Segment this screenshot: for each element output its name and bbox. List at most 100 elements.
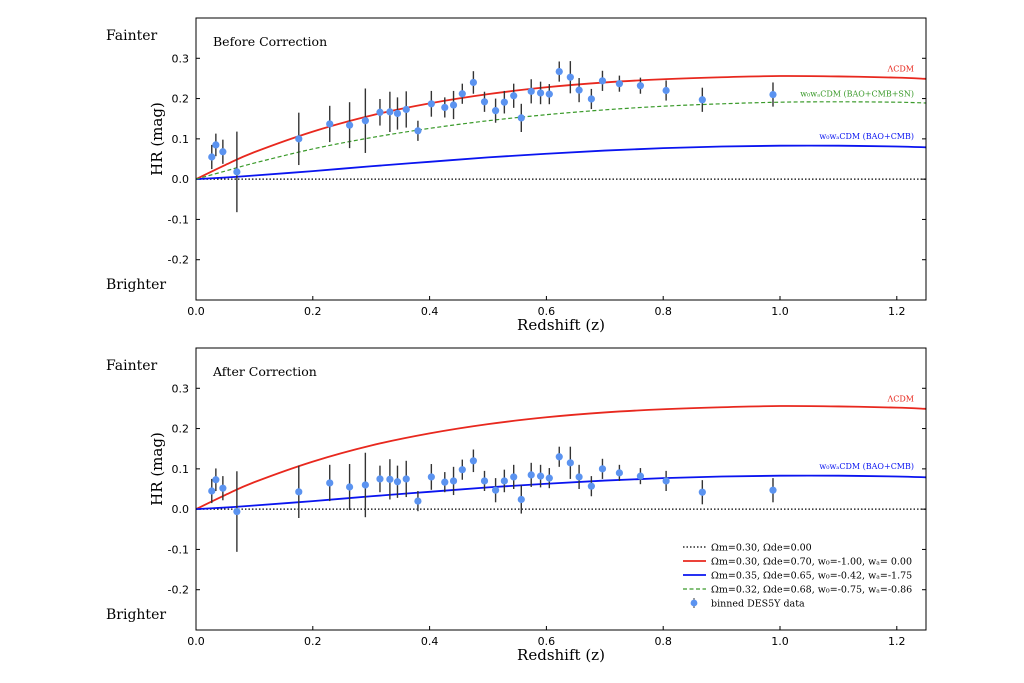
data-point (545, 90, 553, 98)
legend-label: Ωm=0.30, Ωde=0.70, w₀=-1.00, wₐ= 0.00 (711, 557, 912, 568)
data-point (480, 98, 489, 106)
data-point (698, 488, 706, 496)
data-point (326, 120, 334, 128)
y-tick-label: -0.1 (168, 213, 189, 226)
data-point (769, 486, 777, 494)
y-axis-label: HR (mag) (148, 102, 166, 176)
data-point (517, 114, 525, 122)
curve-lcdm (196, 405, 926, 510)
data-point (295, 488, 303, 496)
data-point (587, 482, 595, 490)
data-point (698, 96, 706, 104)
y-tick-label: 0.3 (172, 52, 190, 65)
curve-label-green: w₀wₐCDM (BAO+CMB+SN) (800, 90, 914, 99)
legend-marker-data (690, 599, 698, 607)
data-point (566, 73, 574, 81)
data-point (326, 479, 334, 487)
data-point (208, 487, 216, 495)
y-tick-label: 0.1 (172, 463, 190, 476)
data-point (345, 121, 354, 129)
data-point (500, 98, 508, 106)
data-point (662, 86, 670, 95)
data-point (527, 87, 535, 95)
data-point (212, 476, 220, 484)
x-tick-label: 1.2 (888, 635, 906, 648)
data-point (427, 473, 435, 481)
curve-label-lcdm: ΛCDM (886, 395, 914, 404)
x-tick-label: 0.6 (538, 305, 556, 318)
data-point (545, 474, 553, 482)
x-axis-label: Redshift (z) (517, 316, 605, 334)
y-tick-label: 0.0 (172, 173, 190, 186)
data-point (208, 153, 216, 161)
data-point (233, 507, 241, 516)
data-point (769, 90, 777, 99)
legend-label: binned DES5Y data (711, 599, 805, 610)
data-point (566, 459, 574, 467)
brighter-label: Brighter (106, 277, 166, 293)
y-tick-label: 0.1 (172, 133, 190, 146)
data-point (393, 478, 402, 486)
x-tick-label: 0.6 (538, 635, 556, 648)
data-point (636, 472, 645, 480)
axes-frame (195, 17, 927, 301)
data-point (441, 103, 449, 112)
data-point (414, 127, 422, 135)
data-point (427, 100, 435, 108)
data-point (458, 90, 466, 98)
data-point (295, 135, 303, 143)
fainter-label: Fainter (106, 28, 158, 44)
data-point (500, 477, 508, 485)
data-point (587, 95, 595, 103)
data-point (662, 477, 670, 485)
x-tick-label: 1.2 (888, 305, 906, 318)
data-point (386, 108, 394, 116)
curve-blue (196, 144, 926, 181)
axes-frame (195, 347, 927, 631)
data-point (393, 109, 402, 118)
x-tick-label: 0.8 (654, 305, 672, 318)
legend-label: Ωm=0.32, Ωde=0.68, w₀=-0.75, wₐ=-0.86 (711, 585, 912, 596)
data-point (615, 469, 624, 477)
curve-lcdm (196, 75, 926, 180)
legend-label: Ωm=0.35, Ωde=0.65, w₀=-0.42, wₐ=-1.75 (711, 571, 912, 582)
x-tick-label: 0.4 (421, 635, 439, 648)
data-point (402, 105, 410, 114)
curve-green (196, 101, 926, 180)
x-tick-label: 0.2 (304, 635, 322, 648)
data-point (615, 80, 624, 88)
data-point (233, 168, 241, 176)
data-point (510, 473, 518, 481)
y-tick-label: -0.2 (168, 584, 189, 597)
panel-after-correction: 0.0 0.2 0.4 0.6 0.8 1.0 1.2 -0.2 -0.1 0.0 0.1 0.2 0.… (106, 347, 927, 664)
data-point (449, 477, 458, 485)
data-point (414, 497, 422, 505)
y-tick-label: 0.2 (172, 93, 190, 106)
data-point (555, 453, 563, 461)
data-point (458, 466, 466, 474)
panel-title: Before Correction (213, 34, 327, 49)
x-tick-label: 0.4 (421, 305, 439, 318)
x-tick-label: 0.0 (187, 305, 205, 318)
x-tick-label: 1.0 (771, 305, 789, 318)
data-point (527, 471, 535, 479)
data-point (441, 478, 449, 486)
y-tick-label: 0.0 (172, 503, 190, 516)
data-point (345, 483, 354, 491)
data-point (598, 465, 607, 473)
data-point (555, 67, 563, 76)
brighter-label: Brighter (106, 607, 166, 623)
y-tick-label: -0.1 (168, 543, 189, 556)
data-point (480, 477, 489, 485)
y-axis-label: HR (mag) (148, 432, 166, 506)
legend: Ωm=0.30, Ωde=0.00 Ωm=0.30, Ωde=0.70, w₀=-… (683, 543, 912, 610)
data-point (361, 481, 369, 489)
x-tick-label: 0.2 (304, 305, 322, 318)
data-point (517, 495, 525, 504)
curve-label-blue: w₀wₐCDM (BAO+CMB) (819, 462, 914, 471)
data-point (212, 141, 220, 149)
legend-label: Ωm=0.30, Ωde=0.00 (711, 543, 812, 554)
data-point (510, 92, 518, 100)
x-tick-label: 0.0 (187, 635, 205, 648)
